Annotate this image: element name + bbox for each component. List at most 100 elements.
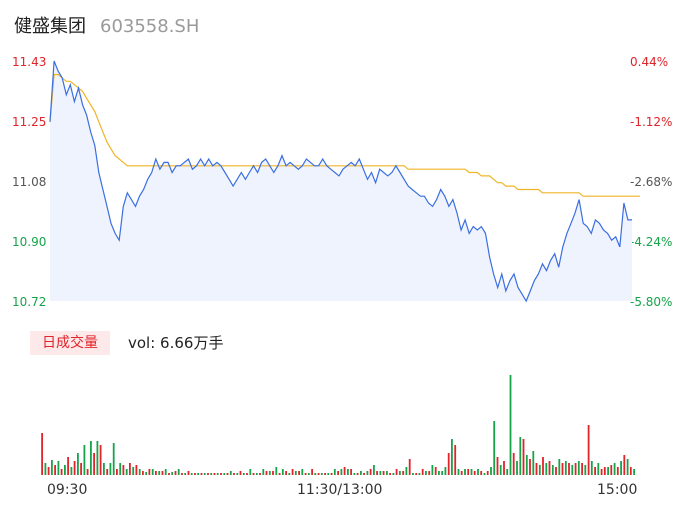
volume-bar <box>216 473 219 475</box>
volume-bar <box>177 469 180 475</box>
volume-bar <box>464 469 466 475</box>
volume-bar <box>194 473 196 475</box>
x-tick-noon: 11:30/13:00 <box>297 482 383 498</box>
volume-bar <box>317 473 320 475</box>
volume-bar <box>223 473 226 475</box>
volume-bar <box>168 473 170 475</box>
volume-bar <box>272 471 274 475</box>
volume-bar <box>363 473 365 475</box>
volume-bar <box>451 439 453 475</box>
volume-bar <box>151 469 154 475</box>
volume-bar <box>106 469 109 475</box>
volume-bar <box>57 461 60 475</box>
volume-bar <box>164 469 167 475</box>
volume-bar <box>330 473 333 475</box>
volume-bar <box>109 463 112 475</box>
volume-bar <box>574 463 577 475</box>
volume-bar <box>210 473 213 475</box>
volume-bar <box>571 465 574 475</box>
volume-bar <box>77 453 79 475</box>
volume-bar <box>470 469 473 475</box>
volume-bar <box>600 469 603 475</box>
volume-tab[interactable]: 日成交量 <box>30 331 110 355</box>
volume-bar <box>620 461 622 475</box>
volume-bar <box>558 459 561 475</box>
pct-tick-1: -1.12% <box>630 115 673 129</box>
volume-bar <box>418 473 421 475</box>
x-tick-close: 15:00 <box>597 482 638 498</box>
volume-bar <box>477 469 479 475</box>
volume-bar <box>597 463 600 475</box>
volume-bar <box>252 473 255 475</box>
volume-bar <box>60 469 63 475</box>
volume-bar <box>564 461 567 475</box>
volume-bar <box>532 451 535 475</box>
volume-bar <box>490 467 492 475</box>
volume-bar <box>265 471 268 475</box>
volume-bar <box>129 463 131 475</box>
volume-bar <box>460 471 463 475</box>
volume-bar <box>249 469 252 475</box>
volume-bar <box>499 465 502 475</box>
price-tick-3: 10.90 <box>12 235 47 249</box>
volume-bar <box>142 471 144 475</box>
volume-bar <box>99 445 102 475</box>
volume-bar <box>356 473 359 475</box>
volume-bar <box>512 453 515 475</box>
volume-bar <box>229 471 232 475</box>
volume-bar <box>281 469 284 475</box>
volume-bar <box>525 455 528 475</box>
price-tick-0: 11.43 <box>12 55 47 69</box>
volume-bar <box>200 473 203 475</box>
volume-bar <box>603 467 606 475</box>
volume-bar <box>454 445 457 475</box>
volume-bars <box>41 375 635 475</box>
volume-bar <box>291 469 294 475</box>
volume-bar <box>405 467 408 475</box>
volume-bar <box>493 421 496 475</box>
pct-tick-4: -5.80% <box>630 295 673 309</box>
volume-bar <box>353 473 356 475</box>
volume-bar <box>590 461 593 475</box>
volume-bar <box>314 473 317 475</box>
volume-bar <box>626 459 629 475</box>
volume-bar <box>190 473 193 475</box>
volume-bar <box>347 469 349 475</box>
volume-bar <box>483 473 486 475</box>
volume-bar <box>70 467 73 475</box>
volume-bar <box>80 463 82 475</box>
price-line <box>49 60 632 303</box>
volume-bar <box>161 471 164 475</box>
volume-bar <box>304 473 307 475</box>
volume-bar <box>548 461 551 475</box>
volume-bar <box>145 472 148 475</box>
volume-bar <box>519 437 522 475</box>
volume-bar <box>412 473 414 475</box>
volume-bar <box>119 463 122 475</box>
volume-bar <box>278 473 281 475</box>
volume-bar <box>369 469 372 475</box>
volume-bar <box>239 471 242 475</box>
volume-bar <box>408 459 411 475</box>
volume-bar <box>220 473 222 475</box>
volume-bar <box>473 471 476 475</box>
volume-bar <box>213 473 216 475</box>
volume-bar <box>373 465 375 475</box>
stock-name: 健盛集团 <box>14 16 86 37</box>
volume-bar <box>73 461 76 475</box>
volume-bar <box>392 473 395 475</box>
volume-bar <box>402 471 405 475</box>
volume-bar <box>298 471 300 475</box>
volume-bar <box>174 471 177 475</box>
volume-bar <box>132 467 135 475</box>
volume-bar <box>116 469 118 475</box>
volume-bar <box>343 467 346 475</box>
volume-bar <box>431 465 434 475</box>
volume-bar <box>135 465 138 475</box>
volume-bar <box>457 469 460 475</box>
volume-bar <box>434 467 437 475</box>
volume-bar <box>360 471 362 475</box>
volume-bar <box>610 465 613 475</box>
stock-code: 603558.SH <box>100 16 200 37</box>
volume-bar <box>255 473 258 475</box>
